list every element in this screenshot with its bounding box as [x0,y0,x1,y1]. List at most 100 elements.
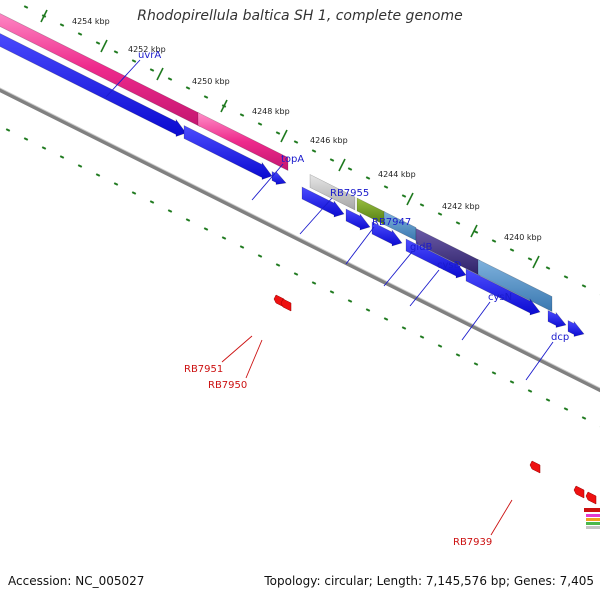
tick-dash-outer [149,68,155,72]
kbp-major-tick [220,99,228,113]
accession-label: Accession: NC_005027 [8,574,145,588]
kbp-major-tick [40,9,48,23]
gene-leader-line [221,335,253,363]
tick-dash-inner [95,173,101,177]
tick-dash-inner [581,416,587,420]
tick-dash-inner [509,380,515,384]
forward-cds-next-1[interactable] [547,310,567,328]
kbp-tick-label: 4254 kbp [72,17,110,26]
tick-dash-outer [95,41,101,45]
tick-dash-outer [581,284,587,288]
tick-dash-outer [131,59,137,63]
kbp-tick-label: 4252 kbp [128,45,166,54]
cog-feature-dcp[interactable] [477,259,553,312]
tick-dash-outer [527,257,533,261]
gene-leader-line [490,499,513,536]
tick-dash-outer [509,248,515,252]
gene-leader-line [409,269,440,307]
tick-dash-outer [203,95,209,99]
tick-dash-outer [473,230,479,234]
tick-dash-outer [455,221,461,225]
tick-dash-outer [383,185,389,189]
tick-dash-inner [293,272,299,276]
gene-label[interactable]: RB7939 [453,537,492,548]
gene-leader-line [383,251,413,287]
feature-stack-segment[interactable] [586,514,600,517]
forward-cds-dcp[interactable] [465,268,541,316]
tick-dash-outer [545,266,551,270]
tick-dash-inner [419,335,425,339]
gene-leader-line [461,301,491,341]
tick-dash-inner [77,164,83,168]
kbp-major-tick [338,158,346,172]
tick-dash-inner [239,245,245,249]
cog-feature-RB7955[interactable] [309,174,356,211]
kbp-tick-label: 4248 kbp [252,107,290,116]
forward-cds-next-2[interactable] [567,320,585,337]
reverse-cds-RB7939[interactable] [529,460,541,474]
gene-label[interactable]: RB7947 [372,217,411,228]
tick-dash-inner [383,317,389,321]
gene-label[interactable]: cysD [437,260,462,271]
kbp-tick-label: 4244 kbp [378,170,416,179]
tick-dash-inner [491,371,497,375]
tick-dash-inner [527,389,533,393]
cog-feature-topA[interactable] [197,112,289,171]
tick-marks-layer [5,5,600,428]
gene-label[interactable]: RB7950 [208,380,247,391]
cog-feature-uvrA[interactable] [0,9,201,127]
forward-cds-topA[interactable] [183,125,273,180]
tracks-layer [0,87,600,393]
feature-stack-segment[interactable] [586,526,600,529]
kbp-major-tick [156,67,164,81]
tick-dash-inner [365,308,371,312]
forward-cds-small[interactable] [271,170,287,185]
forward-cds-cysD[interactable] [371,221,403,247]
kbp-tick-label: 4242 kbp [442,202,480,211]
tick-dash-inner [5,128,11,132]
kbp-tick-label: 4250 kbp [192,77,230,86]
tick-dash-inner [275,263,281,267]
tick-dash-inner [473,362,479,366]
kbp-major-tick [532,255,540,269]
tick-dash-inner [23,137,29,141]
kbp-major-tick [280,129,288,143]
gene-label[interactable]: topA [281,154,304,165]
tick-dash-inner [311,281,317,285]
tick-dash-outer [419,203,425,207]
feature-stack-segment[interactable] [586,522,600,525]
tick-dash-inner [545,398,551,402]
feature-stack-segment[interactable] [586,518,600,521]
forward-cds-uvrA[interactable] [0,29,187,137]
gene-leader-line [251,163,284,201]
gene-label[interactable]: RB7951 [184,364,223,375]
tick-dash-inner [59,155,65,159]
reverse-cds-RB7950[interactable] [280,298,292,312]
gene-label[interactable]: RB7955 [330,188,369,199]
genome-backbone-highlight [0,87,600,389]
genome-backbone-track [0,87,600,393]
reverse-cds-next-2[interactable] [585,491,597,505]
genome-stats-label: Topology: circular; Length: 7,145,576 bp… [264,574,594,588]
tick-dash-inner [329,290,335,294]
kbp-major-tick [100,39,108,53]
forward-cds-cysN[interactable] [405,238,467,279]
gene-label[interactable]: gidB [410,242,432,253]
feature-stack-top[interactable] [584,508,600,512]
forward-cds-RB7955[interactable] [301,186,345,218]
tick-dash-outer [491,239,497,243]
tick-dash-inner [167,209,173,213]
gene-label[interactable]: uvrA [138,50,161,61]
tick-dash-outer [347,167,353,171]
forward-cds-gidB[interactable] [345,208,371,231]
tick-dash-inner [257,254,263,258]
gene-label[interactable]: dcp [551,332,569,343]
tick-dash-outer [77,32,83,36]
gene-leader-line [525,341,554,381]
gene-label[interactable]: cysN [488,292,512,303]
tick-dash-outer [329,158,335,162]
kbp-major-tick [470,224,478,238]
tick-dash-outer [311,149,317,153]
reverse-cds-next-1[interactable] [573,485,585,499]
